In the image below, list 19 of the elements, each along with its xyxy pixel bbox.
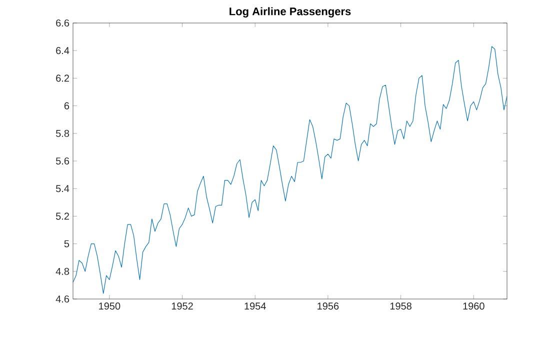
line-series (73, 46, 508, 294)
x-tick-label: 1958 (390, 302, 412, 310)
y-tick-label: 5 (64, 240, 70, 248)
y-tick-label: 6 (64, 102, 70, 110)
x-tick-label: 1954 (244, 302, 266, 310)
y-tick-label: 5.4 (56, 185, 70, 192)
y-tick-label: 5.6 (56, 157, 70, 165)
y-tick-label: 5.2 (56, 212, 69, 220)
y-tick-label: 6.4 (56, 47, 70, 54)
x-tick-label: 1952 (172, 302, 193, 310)
chart-title: Log Airline Passengers (230, 7, 351, 18)
y-tick-label: 6.6 (56, 19, 70, 27)
x-tick-label: 1960 (463, 302, 484, 310)
y-tick-label: 5.8 (56, 130, 70, 137)
y-tick-label: 4.8 (56, 268, 70, 275)
y-tick-label: 6.2 (56, 74, 69, 82)
x-tick-label: 1956 (318, 302, 339, 310)
y-tick-label: 4.6 (56, 295, 70, 303)
x-tick-label: 1950 (99, 302, 120, 310)
